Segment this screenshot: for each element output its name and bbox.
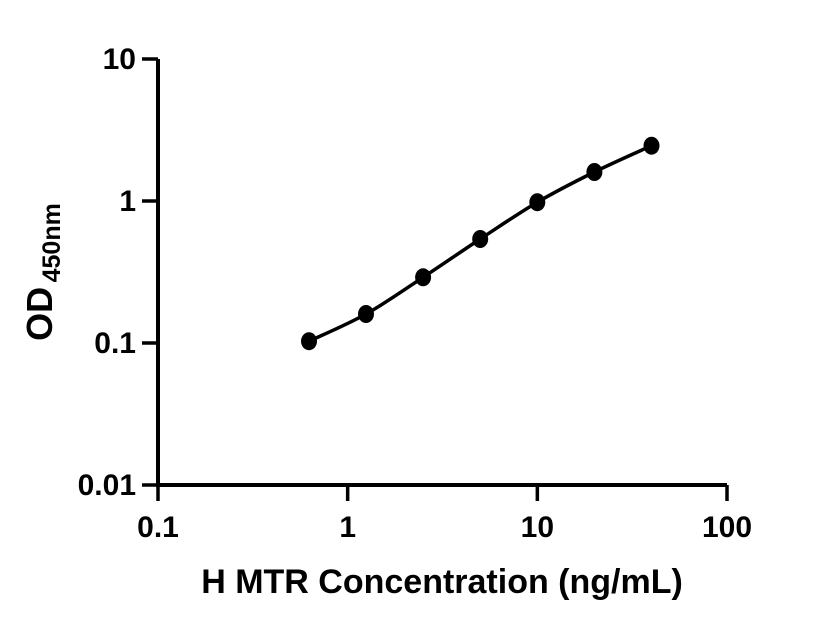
x-axis-ticks: 0.1 1 10 100 [137, 485, 752, 544]
y-axis-title-subscript: 450nm [38, 203, 66, 282]
x-axis-title: H MTR Concentration (ng/mL) [201, 563, 683, 601]
data-point-marker [358, 305, 374, 323]
x-tick-label: 100 [702, 511, 752, 544]
data-point-marker [586, 163, 603, 181]
data-point-marker [529, 193, 546, 212]
y-axis-title-main: OD [19, 287, 60, 341]
data-point-marker [472, 230, 489, 248]
axes-spines [156, 59, 727, 487]
data-points [301, 136, 660, 351]
data-point-marker [643, 136, 660, 155]
x-tick-label: 10 [521, 511, 554, 544]
y-axis-title: OD 450nm [19, 203, 66, 341]
y-tick-label: 1 [119, 185, 136, 218]
data-point-marker [415, 268, 432, 287]
x-tick-label: 1 [339, 511, 356, 544]
y-axis-ticks: 0.01 0.1 1 10 [78, 43, 158, 502]
y-tick-label: 0.01 [78, 469, 136, 502]
x-tick-label: 0.1 [137, 511, 179, 544]
y-tick-label: 10 [103, 43, 136, 76]
data-point-marker [301, 332, 317, 351]
y-tick-label: 0.1 [94, 327, 136, 360]
